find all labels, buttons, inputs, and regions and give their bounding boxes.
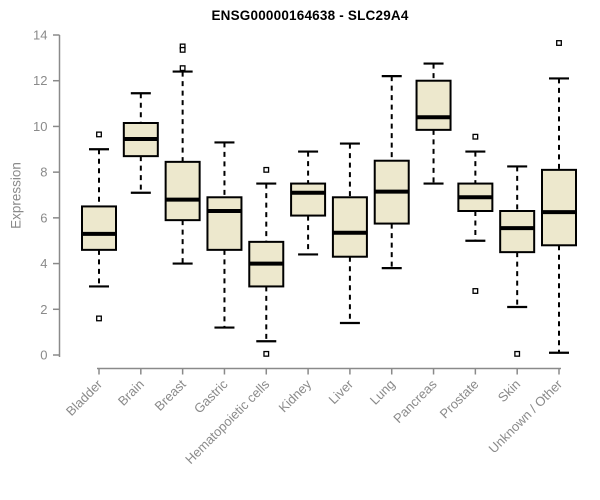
y-tick-label: 10	[33, 119, 47, 134]
y-tick-label: 8	[40, 165, 47, 180]
boxplot-group-unknown-other	[541, 40, 577, 354]
x-tick-label: Brain	[115, 377, 147, 409]
iqr-box	[541, 168, 577, 247]
iqr-box	[331, 196, 368, 258]
x-tick-label: Breast	[152, 376, 189, 413]
y-tick-label: 0	[40, 348, 47, 363]
outlier-marker	[514, 350, 521, 357]
x-tick-label: Pancreas	[390, 376, 440, 426]
outlier-marker	[179, 46, 186, 53]
boxplot-group-hematopoietic-cells	[248, 166, 285, 357]
chart-title: ENSG00000164638 - SLC29A4	[211, 8, 409, 23]
x-tick-label: Lung	[367, 377, 398, 408]
boxplot-group-gastric	[206, 141, 243, 329]
iqr-box	[164, 160, 201, 222]
outlier-marker	[472, 288, 479, 294]
y-tick-label: 12	[33, 73, 47, 88]
outlier-marker	[96, 131, 102, 138]
x-tick-label: Skin	[495, 377, 523, 405]
x-tick-label: Kidney	[275, 376, 314, 415]
outlier-marker	[263, 350, 270, 357]
y-tick-label: 2	[40, 302, 47, 317]
boxplot-group-lung	[373, 75, 410, 270]
y-tick-label: 6	[40, 210, 47, 225]
boxplot-group-kidney	[290, 150, 327, 256]
outlier-marker	[472, 133, 479, 140]
iqr-box	[290, 182, 327, 217]
y-tick-label: 4	[40, 256, 47, 271]
x-tick-label: Unknown / Other	[486, 376, 566, 456]
x-tick-label: Gastric	[191, 376, 231, 416]
boxplot-group-prostate	[457, 133, 494, 294]
iqr-box	[415, 79, 452, 131]
y-tick-label: 14	[33, 28, 47, 43]
boxplot-group-bladder	[81, 131, 117, 322]
boxplot-group-liver	[331, 142, 368, 325]
boxplot-group-skin	[499, 165, 536, 357]
iqr-box	[81, 205, 117, 251]
outlier-marker	[179, 65, 186, 72]
boxplot-group-pancreas	[415, 62, 452, 185]
boxplot-group-breast	[164, 43, 201, 265]
x-tick-label: Bladder	[63, 376, 106, 419]
outlier-marker	[96, 315, 102, 322]
x-tick-label: Prostate	[437, 377, 482, 422]
iqr-box	[206, 196, 243, 251]
outlier-marker	[263, 166, 270, 173]
boxplot-group-brain	[122, 92, 159, 194]
outlier-marker	[556, 40, 562, 46]
iqr-box	[499, 210, 536, 254]
x-tick-label: Liver	[325, 376, 356, 407]
